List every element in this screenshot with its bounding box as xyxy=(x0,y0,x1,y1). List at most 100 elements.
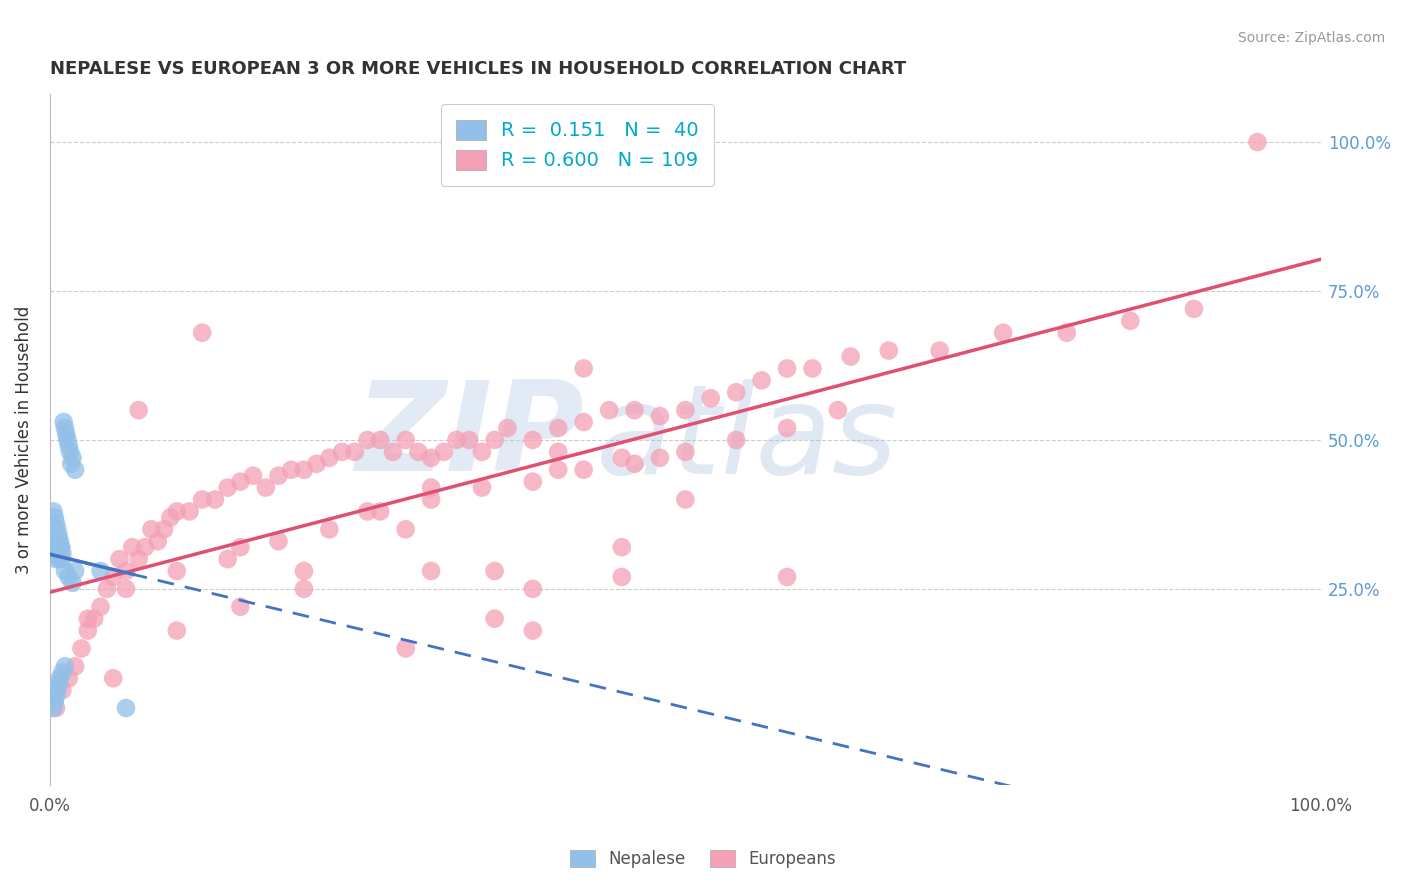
Point xyxy=(49,540,72,554)
Point xyxy=(623,457,645,471)
Point xyxy=(776,361,799,376)
Point xyxy=(547,445,569,459)
Legend: Nepalese, Europeans: Nepalese, Europeans xyxy=(562,843,844,875)
Point xyxy=(356,433,378,447)
Point xyxy=(48,534,70,549)
Point xyxy=(292,463,315,477)
Point xyxy=(62,575,84,590)
Point xyxy=(45,701,67,715)
Point xyxy=(166,504,188,518)
Point xyxy=(471,481,494,495)
Point xyxy=(623,403,645,417)
Point xyxy=(115,701,138,715)
Point xyxy=(700,391,723,405)
Point xyxy=(89,564,111,578)
Point xyxy=(395,522,418,536)
Point xyxy=(63,659,86,673)
Point xyxy=(522,582,544,596)
Point xyxy=(610,450,633,465)
Y-axis label: 3 or more Vehicles in Household: 3 or more Vehicles in Household xyxy=(15,306,32,574)
Point xyxy=(217,481,239,495)
Point xyxy=(115,582,138,596)
Point xyxy=(928,343,950,358)
Point xyxy=(610,570,633,584)
Point xyxy=(60,457,83,471)
Point xyxy=(471,445,494,459)
Point xyxy=(52,415,75,429)
Point xyxy=(141,522,163,536)
Text: Source: ZipAtlas.com: Source: ZipAtlas.com xyxy=(1237,31,1385,45)
Point xyxy=(484,433,506,447)
Point xyxy=(115,564,138,578)
Point xyxy=(292,582,315,596)
Point xyxy=(96,582,118,596)
Point xyxy=(877,343,900,358)
Point xyxy=(49,534,72,549)
Point xyxy=(572,415,595,429)
Point xyxy=(267,534,290,549)
Point xyxy=(103,570,125,584)
Point xyxy=(49,671,72,685)
Point xyxy=(280,463,302,477)
Point xyxy=(395,641,418,656)
Point xyxy=(776,570,799,584)
Point xyxy=(42,504,65,518)
Point xyxy=(44,540,66,554)
Point xyxy=(330,445,353,459)
Point xyxy=(433,445,456,459)
Point xyxy=(547,421,569,435)
Point xyxy=(121,540,143,554)
Point xyxy=(83,612,105,626)
Point xyxy=(63,564,86,578)
Point xyxy=(166,564,188,578)
Point xyxy=(458,433,481,447)
Point xyxy=(44,510,66,524)
Point xyxy=(318,450,340,465)
Point xyxy=(484,612,506,626)
Point xyxy=(51,552,73,566)
Point xyxy=(610,540,633,554)
Point xyxy=(55,427,77,442)
Point xyxy=(204,492,226,507)
Point xyxy=(51,546,73,560)
Point xyxy=(108,552,131,566)
Point xyxy=(242,468,264,483)
Point xyxy=(217,552,239,566)
Point xyxy=(648,450,671,465)
Point xyxy=(46,683,69,698)
Point xyxy=(292,564,315,578)
Point xyxy=(254,481,277,495)
Point xyxy=(522,475,544,489)
Point xyxy=(420,492,443,507)
Point xyxy=(1119,314,1142,328)
Point xyxy=(49,552,72,566)
Point xyxy=(484,564,506,578)
Point xyxy=(166,624,188,638)
Legend: R =  0.151   N =  40, R = 0.600   N = 109: R = 0.151 N = 40, R = 0.600 N = 109 xyxy=(441,104,714,186)
Point xyxy=(146,534,169,549)
Point xyxy=(128,552,150,566)
Point xyxy=(48,528,70,542)
Point xyxy=(51,683,73,698)
Point xyxy=(395,433,418,447)
Point xyxy=(59,445,82,459)
Point xyxy=(1246,135,1268,149)
Point xyxy=(191,492,214,507)
Point xyxy=(305,457,328,471)
Point xyxy=(76,612,98,626)
Point xyxy=(53,564,76,578)
Point xyxy=(446,433,468,447)
Point xyxy=(522,433,544,447)
Point xyxy=(58,570,80,584)
Point xyxy=(801,361,824,376)
Point xyxy=(41,534,63,549)
Point xyxy=(839,350,862,364)
Point xyxy=(776,421,799,435)
Point xyxy=(993,326,1015,340)
Point xyxy=(58,671,80,685)
Point xyxy=(725,433,748,447)
Point xyxy=(368,433,391,447)
Point xyxy=(42,701,65,715)
Point xyxy=(751,373,773,387)
Point xyxy=(343,445,366,459)
